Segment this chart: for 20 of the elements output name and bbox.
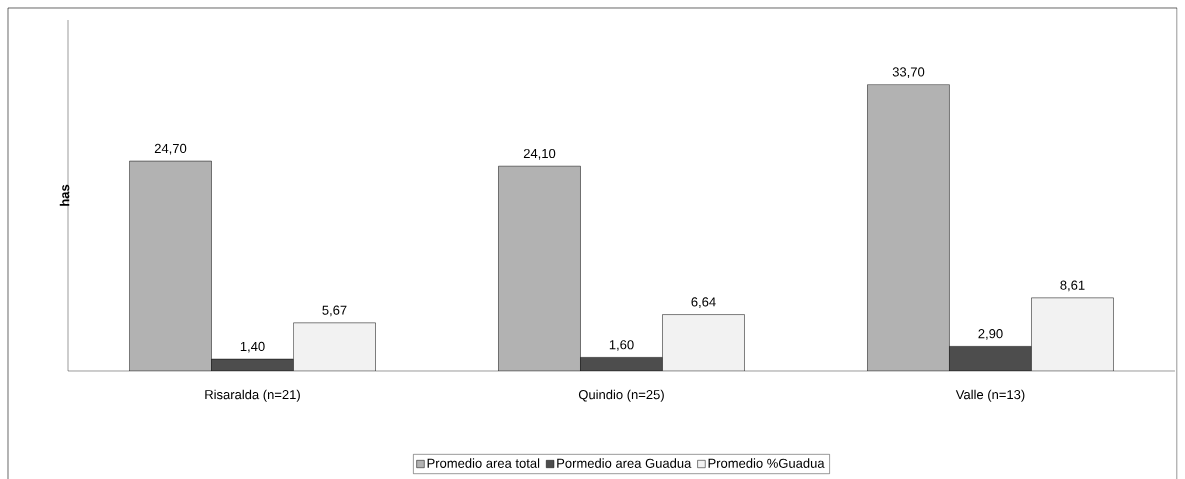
legend-label: Promedio area total bbox=[427, 458, 540, 468]
bar bbox=[498, 166, 581, 371]
data-label: 1,40 bbox=[240, 341, 265, 353]
data-label: 2,90 bbox=[978, 329, 1003, 340]
data-label: 1,60 bbox=[609, 340, 634, 351]
x-tick-label: Risaralda (n=21) bbox=[205, 389, 300, 402]
data-label: 24,70 bbox=[154, 143, 187, 155]
legend-label: Pormedio area Guadua bbox=[557, 458, 692, 468]
y-axis-title: has bbox=[59, 184, 70, 206]
data-label: 5,67 bbox=[322, 305, 347, 317]
data-label: 8,61 bbox=[1060, 280, 1085, 292]
bar bbox=[129, 161, 212, 371]
data-label: 33,70 bbox=[892, 67, 925, 79]
data-label: 6,64 bbox=[691, 297, 716, 309]
x-tick-label: Quindio (n=25) bbox=[578, 389, 664, 402]
data-label: 24,10 bbox=[523, 148, 556, 160]
bar bbox=[867, 84, 950, 371]
x-tick-label: Valle (n=13) bbox=[955, 389, 1025, 402]
legend-label: Promedio %Guadua bbox=[708, 458, 825, 468]
bar bbox=[949, 346, 1032, 371]
